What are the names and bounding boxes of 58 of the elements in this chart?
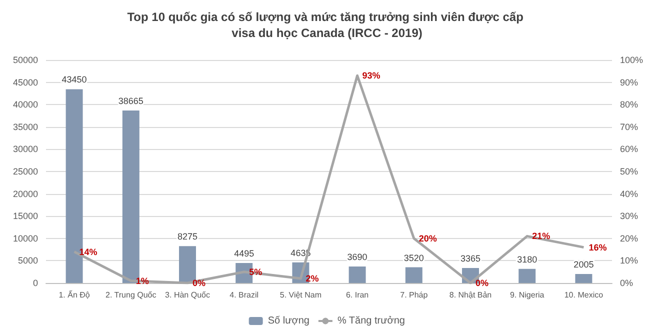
y-tick-label: 10000 [12,233,38,244]
x-tick-label: 10. Mexico [564,290,604,300]
x-tick-label: 6. Iran [346,290,369,300]
y-tick-label: 25000 [12,166,38,176]
y-tick-label: 45000 [12,77,38,88]
y-tick-label: 20000 [12,188,38,199]
data-label: 2005 [574,260,594,270]
data-label: 4495 [234,248,254,258]
y2-tick-label: 90% [620,77,638,88]
legend-label: % Tăng trưởng [337,316,405,326]
y-tick-label: 15000 [12,211,38,222]
data-label: 21% [532,231,550,242]
data-label: 0% [476,278,489,288]
data-label: 14% [79,246,98,257]
x-tick-label: 8. Nhật Bản [449,290,492,300]
data-label: 3365 [460,253,481,264]
y2-tick-label: 100% [620,55,644,65]
y-tick-label: 0 [32,278,38,288]
y2-tick-label: 30% [620,211,638,222]
bar [518,268,536,283]
data-label: 8275 [177,232,198,242]
y-tick-label: 35000 [12,122,38,132]
x-tick-label: 3. Hàn Quốc [165,290,210,300]
data-label: 93% [362,70,380,81]
bar [575,274,592,283]
x-tick-label: 1. Ấn Độ [58,290,90,300]
x-tick-label: 4. Brazil [230,290,259,300]
x-tick-label: 5. Việt Nam [280,290,322,300]
y2-tick-label: 20% [620,233,638,244]
y2-tick-label: 10% [620,256,638,266]
data-label: 3690 [347,252,368,262]
y-tick-label: 50000 [12,55,38,65]
data-label: 5% [249,266,262,277]
y2-tick-label: 60% [620,144,638,154]
data-label: 3180 [517,254,538,264]
y-tick-label: 5000 [18,256,38,266]
data-label: 2% [306,274,319,284]
y-tick-label: 30000 [12,144,38,154]
y2-tick-label: 80% [620,100,638,110]
data-label: 20% [418,233,437,244]
y-tick-label: 40000 [12,100,38,110]
data-label: 0% [192,278,206,288]
x-tick-label: 9. Nigeria [510,290,545,300]
legend-label: Số lượng [268,316,310,326]
y2-tick-label: 70% [620,122,638,132]
chart-title: Top 10 quốc gia có số lượng và mức tăng trưởng sinh viên được cấp visa du học Canada (IRCC - 2019) [127,10,527,40]
bar [405,267,422,283]
data-label: 3520 [404,252,424,263]
y2-tick-label: 40% [620,188,638,199]
data-label: 1% [136,276,149,286]
x-tick-label: 2. Trung Quốc [106,290,156,300]
data-label: 38665 [118,96,144,106]
y2-tick-label: 50% [620,166,638,176]
data-label: 16% [588,242,607,252]
bar [348,266,366,283]
x-tick-label: 7. Pháp [400,290,428,300]
y2-tick-label: 0% [620,278,634,288]
data-label: 43450 [62,74,87,85]
